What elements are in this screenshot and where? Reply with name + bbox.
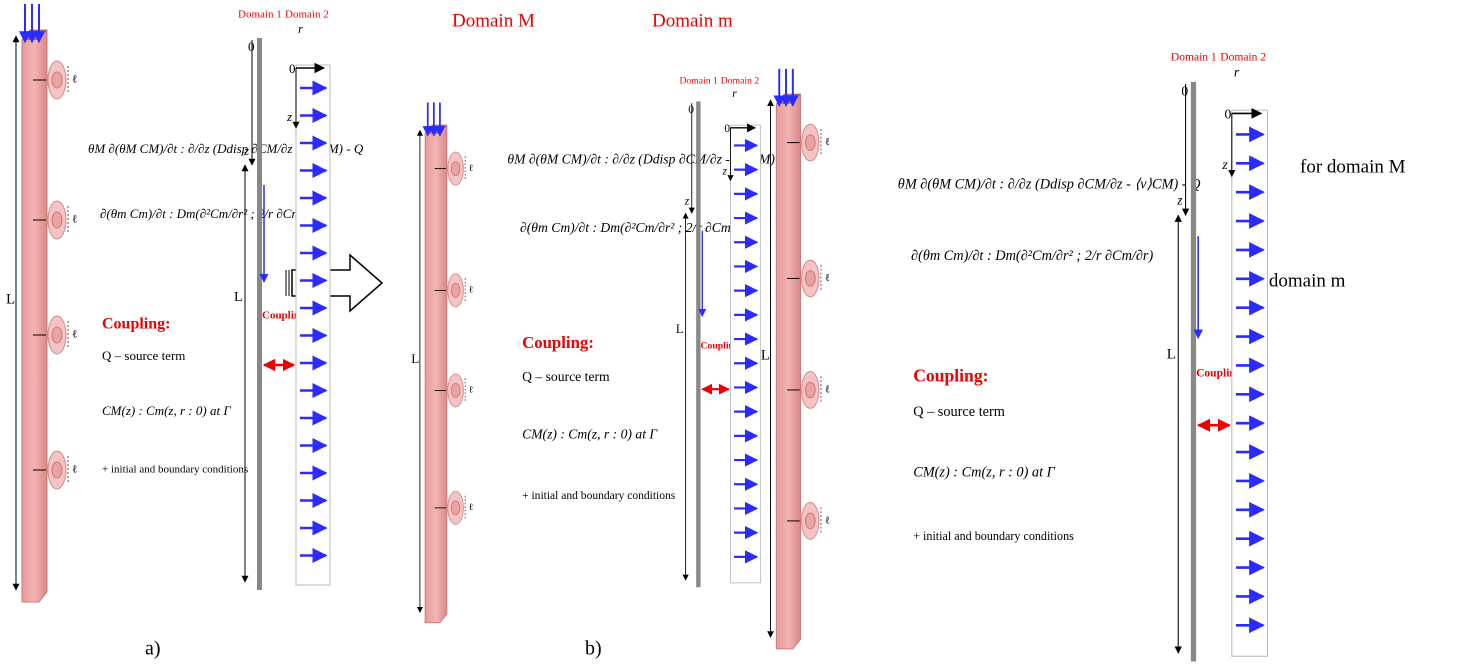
domain-2-label: Domain 2 (721, 75, 760, 86)
domain-1-origin: 0 (248, 39, 255, 54)
domain-1-label: Domain 1 (238, 9, 282, 21)
aggregate-core (804, 381, 816, 399)
coupling-label: Coupling (262, 310, 306, 322)
column-body (775, 93, 802, 650)
aggregate-size-label: ℓ (72, 464, 77, 476)
depth-label-2: z (722, 165, 728, 177)
aggregate-core (804, 270, 816, 287)
domain-M-note: for domain M (1300, 156, 1406, 177)
column-length-label: L (6, 291, 15, 307)
domain-1-bar (257, 38, 262, 590)
equations: θM ∂(θM CM)/∂t : ∂/∂z (Ddisp ∂CM/∂z - ⟨v… (507, 152, 796, 503)
domain-1-label: Domain 1 (679, 75, 718, 86)
domain-schematic: Domain 1 Domain 2 r 0 z L Coupling 0 z (676, 75, 761, 588)
equation-macro: θM ∂(θM CM)/∂t : ∂/∂z (Ddisp ∂CM/∂z - ⟨v… (88, 141, 364, 156)
aggregate-size-label: ℓ (825, 272, 830, 284)
aggregate-core (450, 283, 461, 298)
domain-1-bar (696, 101, 701, 588)
domain-2-origin: 0 (1224, 107, 1231, 122)
aggregate-core (51, 461, 63, 479)
domain-2-label: Domain 2 (1220, 51, 1266, 63)
domain-2-label: Domain 2 (285, 9, 329, 21)
aggregate-core (804, 134, 816, 151)
coupling-condition: CM(z) : Cm(z, r : 0) at Γ (522, 427, 658, 443)
aggregate-size-label: ℓ (469, 502, 474, 513)
aggregate-core (51, 71, 63, 89)
aggregate-size-label: ℓ (469, 285, 474, 296)
domain-schematic: Domain 1 Domain 2 r 0 z L Coupling 0 z (1167, 51, 1269, 662)
depth-label-2: z (1221, 157, 1228, 172)
source-term: Q – source term (522, 369, 610, 384)
aggregate-core (450, 500, 461, 516)
aggregate-core (51, 326, 63, 344)
domain-length-label: L (676, 322, 684, 336)
domain-m-label: Domain m (652, 10, 733, 31)
boundary-conditions: + initial and boundary conditions (522, 490, 676, 502)
aggregate-size-label: ℓ (469, 385, 474, 396)
domain-1-origin: 0 (1181, 84, 1188, 99)
domain-M-label: Domain M (452, 10, 535, 31)
soil-column: Lℓ ℓ ℓ ℓ (761, 68, 830, 650)
coupling-heading: Coupling: (522, 333, 594, 352)
domain-length-label: L (1167, 346, 1176, 362)
equation-micro: ∂(θm Cm)/∂t : Dm(∂²Cm/∂r² ; 2/r ∂Cm/∂r) (911, 248, 1153, 264)
domain-1-label: Domain 1 (1171, 51, 1217, 63)
equation-micro: ∂(θm Cm)/∂t : Dm(∂²Cm/∂r² ; 2/r ∂Cm/∂r) (520, 220, 752, 236)
domain-1-bar (1190, 81, 1197, 662)
coupling-label: Coupling (701, 340, 739, 351)
domain-2-origin: 0 (724, 123, 730, 135)
aggregate-size-label: ℓ (72, 214, 77, 226)
boundary-conditions: + initial and boundary conditions (102, 464, 248, 476)
panel-a-label: a) (145, 638, 161, 660)
equation-macro: θM ∂(θM CM)/∂t : ∂/∂z (Ddisp ∂CM/∂z - ⟨v… (507, 152, 796, 168)
boundary-conditions: + initial and boundary conditions (913, 529, 1074, 543)
coupling-label: Coupling (1196, 367, 1242, 379)
aggregate-core (51, 211, 63, 229)
depth-label: z (684, 195, 690, 207)
soil-column: Lℓ ℓ ℓ ℓ (411, 102, 474, 624)
source-term: Q – source term (913, 404, 1005, 420)
equation-macro: θM ∂(θM CM)/∂t : ∂/∂z (Ddisp ∂CM/∂z - ⟨v… (898, 176, 1201, 192)
equation-micro: ∂(θm Cm)/∂t : Dm(∂²Cm/∂r² ; 2/r ∂Cm/∂r) (100, 206, 320, 221)
aggregate-core (804, 512, 816, 530)
depth-label: z (243, 143, 249, 158)
aggregate-core (450, 383, 461, 398)
coupling-condition: CM(z) : Cm(z, r : 0) at Γ (102, 403, 231, 418)
aggregate-core (450, 161, 461, 176)
coupling-heading: Coupling: (102, 316, 170, 333)
domain-schematic: Domain 1 Domain 2r 0 z L Coupling 0 z (234, 9, 331, 590)
column-length-label: L (411, 351, 419, 366)
domain-1-origin: 0 (688, 104, 694, 116)
domain-length-label: L (234, 290, 243, 305)
domain-2-origin: 0 (289, 61, 296, 76)
radial-label: r (732, 88, 737, 100)
aggregate-size-label: ℓ (469, 163, 474, 174)
aggregate-size-label: ℓ (72, 329, 77, 341)
source-term: Q – source term (102, 348, 185, 363)
coupling-heading: Coupling: (913, 366, 988, 386)
aggregate-size-label: ℓ (825, 514, 830, 526)
aggregate-size-label: ℓ (825, 136, 830, 148)
panel-b-label: b) (585, 638, 602, 660)
equations: θM ∂(θM CM)/∂t : ∂/∂z (Ddisp ∂CM/∂z - ⟨v… (898, 176, 1201, 543)
aggregate-size-label: ℓ (72, 74, 77, 86)
coupling-condition: CM(z) : Cm(z, r : 0) at Γ (913, 464, 1055, 480)
depth-label: z (1176, 193, 1183, 208)
soil-column: Lℓ ℓ ℓ ℓ (6, 4, 77, 603)
equations: θM ∂(θM CM)/∂t : ∂/∂z (Ddisp ∂CM/∂z - ⟨v… (88, 141, 364, 476)
depth-label-2: z (286, 109, 292, 124)
column-length-label: L (761, 347, 770, 363)
column-body (21, 29, 48, 603)
column-body (424, 124, 448, 624)
radial-label: r (1234, 65, 1240, 80)
radial-label: r (298, 21, 304, 36)
aggregate-size-label: ℓ (825, 383, 830, 395)
